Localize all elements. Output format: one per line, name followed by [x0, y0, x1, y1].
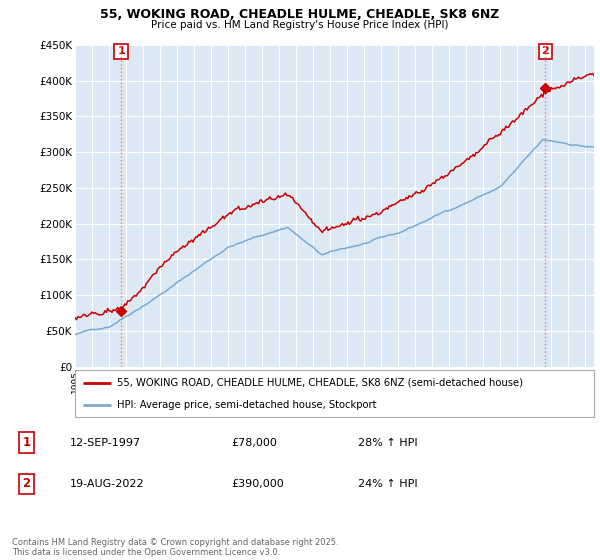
Text: £390,000: £390,000: [231, 479, 284, 489]
Text: 1: 1: [117, 46, 125, 57]
Text: 19-AUG-2022: 19-AUG-2022: [70, 479, 144, 489]
Text: 12-SEP-1997: 12-SEP-1997: [70, 437, 141, 447]
Text: 28% ↑ HPI: 28% ↑ HPI: [358, 437, 417, 447]
Text: Price paid vs. HM Land Registry's House Price Index (HPI): Price paid vs. HM Land Registry's House …: [151, 20, 449, 30]
Text: 55, WOKING ROAD, CHEADLE HULME, CHEADLE, SK8 6NZ (semi-detached house): 55, WOKING ROAD, CHEADLE HULME, CHEADLE,…: [116, 378, 523, 388]
Text: 55, WOKING ROAD, CHEADLE HULME, CHEADLE, SK8 6NZ: 55, WOKING ROAD, CHEADLE HULME, CHEADLE,…: [100, 8, 500, 21]
Text: Contains HM Land Registry data © Crown copyright and database right 2025.
This d: Contains HM Land Registry data © Crown c…: [12, 538, 338, 557]
Text: 1: 1: [22, 436, 31, 449]
Text: £78,000: £78,000: [231, 437, 277, 447]
Text: 2: 2: [22, 477, 31, 490]
Text: HPI: Average price, semi-detached house, Stockport: HPI: Average price, semi-detached house,…: [116, 400, 376, 410]
Text: 24% ↑ HPI: 24% ↑ HPI: [358, 479, 417, 489]
Text: 2: 2: [541, 46, 549, 57]
